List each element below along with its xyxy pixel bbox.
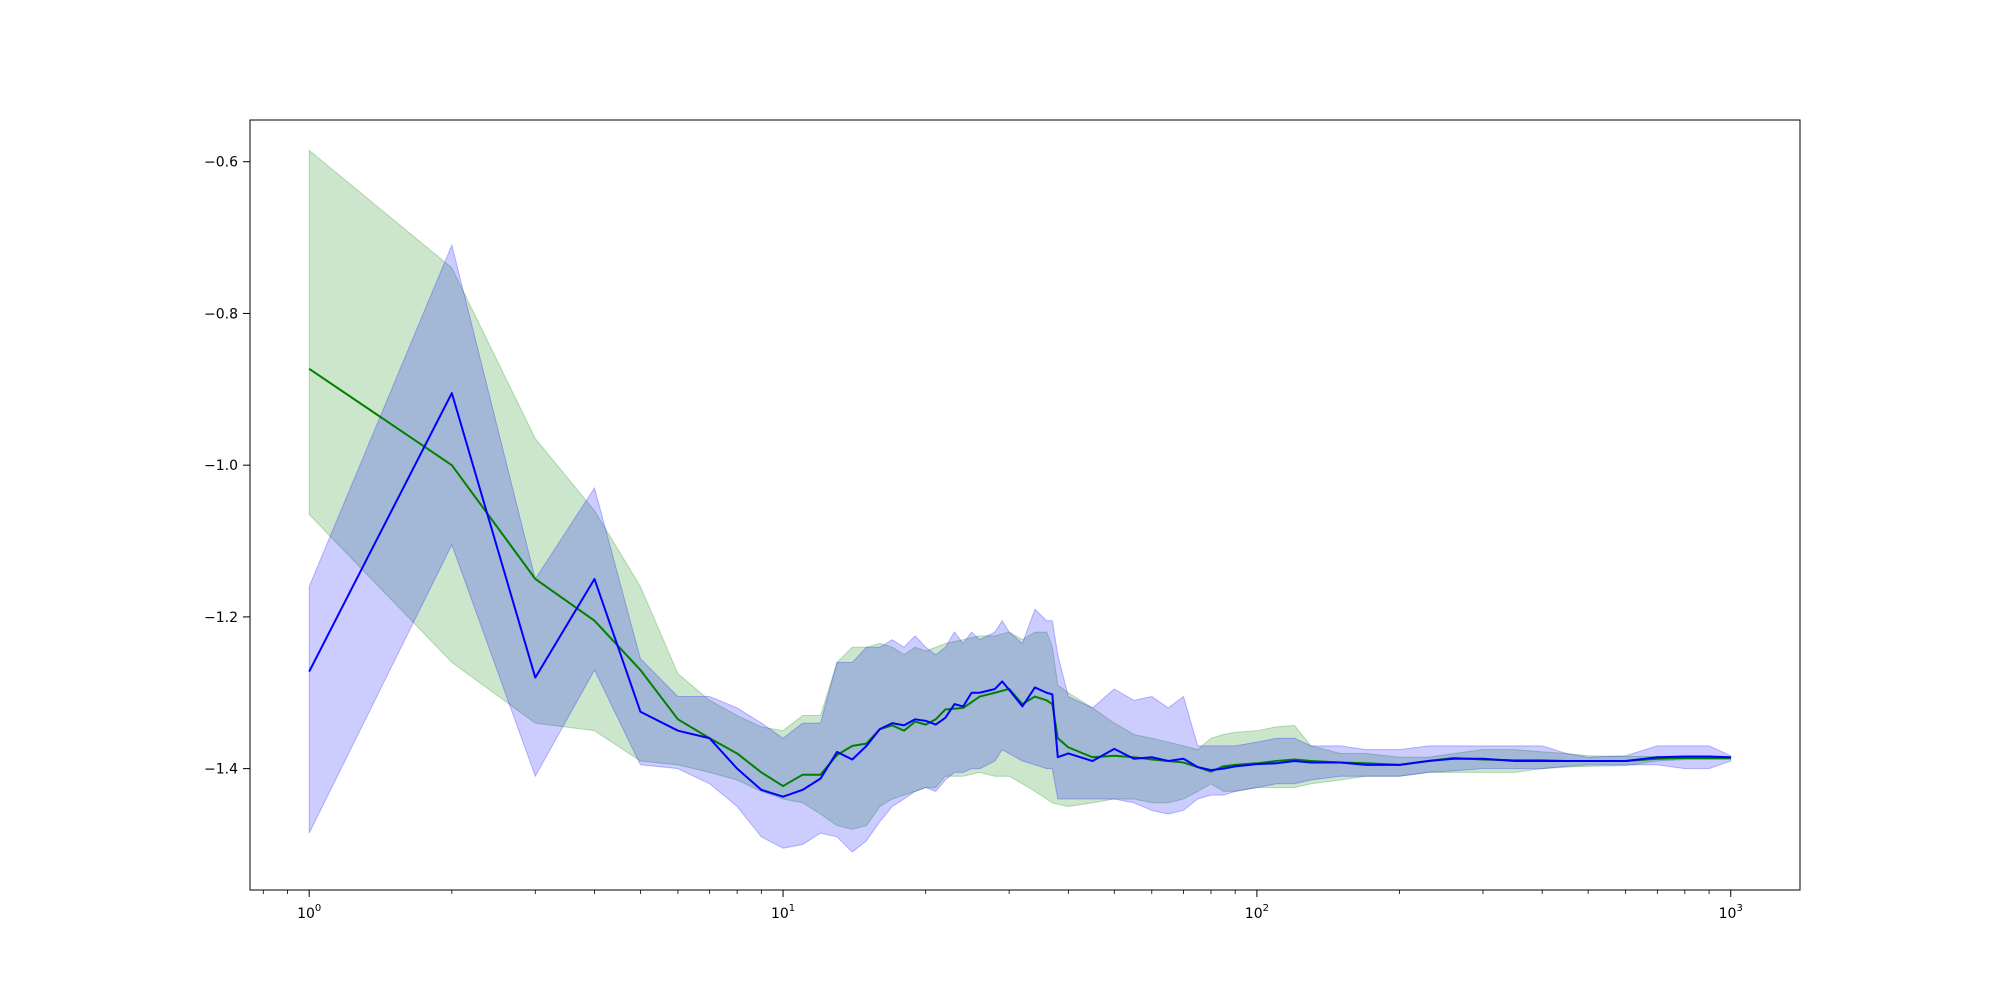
y-tick-label: −0.8 xyxy=(204,306,238,322)
y-tick-label: −1.4 xyxy=(204,762,238,778)
x-tick-label: 103 xyxy=(1719,903,1743,922)
plot-frame xyxy=(249,119,1801,891)
y-tick-label: −1.0 xyxy=(204,458,238,474)
y-axis: −0.6 −0.8 −1.0 −1.2 −1.4 xyxy=(204,155,250,778)
series-2-line xyxy=(308,392,1731,798)
x-tick-label: 101 xyxy=(771,903,795,922)
y-tick-label: −0.6 xyxy=(204,155,238,171)
series-1-band xyxy=(308,149,1732,830)
y-tick-label: −1.2 xyxy=(204,610,238,626)
x-tick-label: 100 xyxy=(297,903,321,922)
x-axis: 100 101 102 103 xyxy=(262,890,1743,922)
series-lines xyxy=(308,368,1731,798)
x-tick-label: 102 xyxy=(1245,903,1269,922)
